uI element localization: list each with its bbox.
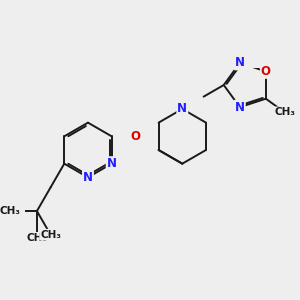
Text: CH₃: CH₃ bbox=[0, 206, 20, 216]
Text: CH₃: CH₃ bbox=[40, 230, 61, 240]
Text: N: N bbox=[107, 157, 117, 170]
Text: CH₃: CH₃ bbox=[274, 107, 295, 117]
Text: N: N bbox=[83, 171, 93, 184]
Text: N: N bbox=[235, 56, 245, 69]
Text: N: N bbox=[177, 103, 187, 116]
Text: O: O bbox=[130, 130, 140, 143]
Text: N: N bbox=[235, 101, 245, 114]
Text: O: O bbox=[261, 65, 271, 78]
Text: CH₃: CH₃ bbox=[26, 233, 47, 243]
